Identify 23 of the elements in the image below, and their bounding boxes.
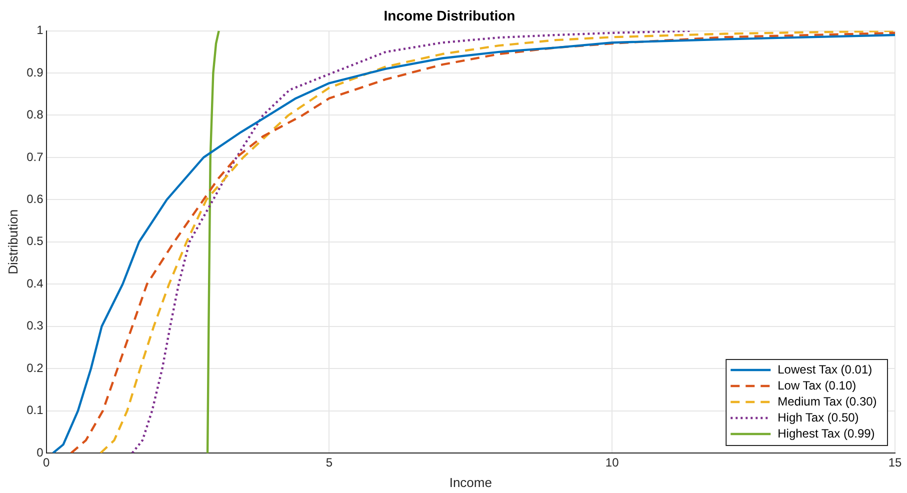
y-tick-label: 0.7 [26,150,44,164]
y-axis-title: Distribution [5,209,20,274]
x-tick-label: 10 [605,456,620,470]
y-tick-label: 1 [36,23,44,38]
y-tick-label: 0 [36,445,44,460]
y-tick-label: 0.8 [26,108,44,122]
y-tick-label: 0.9 [26,65,44,80]
legend-label: High Tax (0.50) [778,410,859,424]
x-tick-label: 15 [888,456,902,470]
y-tick-label: 0.5 [26,234,44,248]
x-tick-label: 5 [326,456,333,470]
legend-label: Highest Tax (0.99) [778,426,875,440]
legend-label: Medium Tax (0.30) [778,394,877,408]
y-tick-label: 0.6 [26,192,44,206]
legend-label: Low Tax (0.10) [778,378,856,392]
line-series [131,30,692,453]
y-tick-label: 0.4 [26,276,44,290]
y-tick-label: 0.3 [26,318,44,333]
y-tick-label: 0.1 [26,403,44,418]
x-axis-title: Income [449,474,492,490]
chart-title: Income Distribution [384,7,516,24]
y-tick-label: 0.2 [26,360,44,375]
legend-label: Lowest Tax (0.01) [778,362,872,376]
